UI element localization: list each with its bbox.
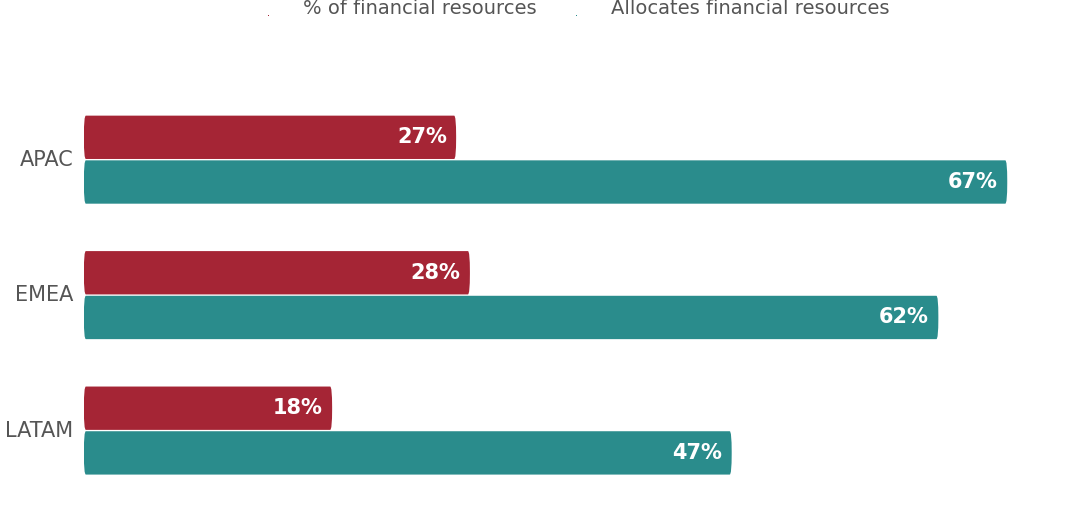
FancyBboxPatch shape [84,387,333,430]
FancyBboxPatch shape [84,251,470,294]
FancyBboxPatch shape [84,431,731,475]
FancyBboxPatch shape [84,116,456,159]
Text: APAC: APAC [19,150,73,169]
Text: 47%: 47% [673,443,723,463]
Text: 62%: 62% [879,308,929,328]
Text: 67%: 67% [948,172,998,192]
Legend: % of financial resources, Allocates financial resources: % of financial resources, Allocates fina… [268,0,889,18]
Text: EMEA: EMEA [15,285,73,305]
Text: 27%: 27% [396,127,447,147]
Text: 28%: 28% [410,263,460,283]
FancyBboxPatch shape [84,296,939,339]
Text: 18%: 18% [273,398,323,418]
Text: LATAM: LATAM [5,420,73,440]
FancyBboxPatch shape [84,160,1008,204]
